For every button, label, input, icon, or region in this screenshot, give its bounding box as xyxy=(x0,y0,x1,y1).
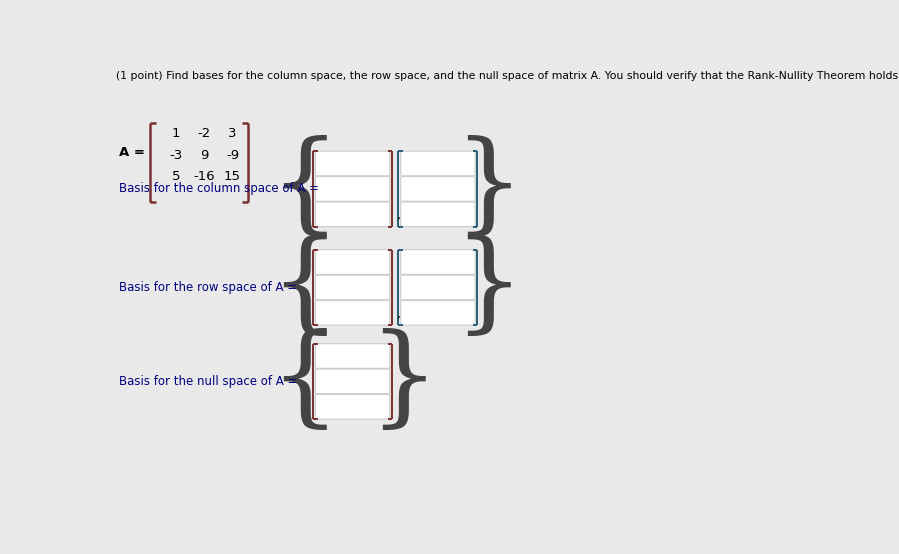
FancyBboxPatch shape xyxy=(316,343,390,368)
Text: -16: -16 xyxy=(193,170,215,183)
FancyBboxPatch shape xyxy=(401,177,475,201)
FancyBboxPatch shape xyxy=(316,394,390,419)
Text: ,: , xyxy=(396,209,401,222)
Text: }: } xyxy=(453,234,523,341)
Text: 15: 15 xyxy=(224,170,241,183)
Text: Basis for the column space of A =: Basis for the column space of A = xyxy=(119,182,318,196)
FancyBboxPatch shape xyxy=(401,301,475,325)
Text: {: { xyxy=(270,135,340,243)
Text: ,: , xyxy=(396,307,401,321)
Text: Basis for the row space of A =: Basis for the row space of A = xyxy=(119,281,297,294)
FancyBboxPatch shape xyxy=(401,275,475,300)
Text: -9: -9 xyxy=(226,148,239,162)
Text: Basis for the null space of A =: Basis for the null space of A = xyxy=(119,375,297,388)
FancyBboxPatch shape xyxy=(316,301,390,325)
FancyBboxPatch shape xyxy=(316,369,390,394)
FancyBboxPatch shape xyxy=(316,275,390,300)
Text: 9: 9 xyxy=(200,148,208,162)
FancyBboxPatch shape xyxy=(316,177,390,201)
Text: 1: 1 xyxy=(172,127,180,140)
FancyBboxPatch shape xyxy=(401,202,475,227)
Text: -3: -3 xyxy=(169,148,182,162)
Text: 3: 3 xyxy=(228,127,236,140)
Text: {: { xyxy=(270,234,340,341)
FancyBboxPatch shape xyxy=(401,151,475,176)
Text: {: { xyxy=(270,328,340,435)
FancyBboxPatch shape xyxy=(316,151,390,176)
Text: }: } xyxy=(453,135,523,243)
Text: }: } xyxy=(368,328,439,435)
FancyBboxPatch shape xyxy=(316,250,390,274)
Text: 5: 5 xyxy=(172,170,180,183)
Text: A =: A = xyxy=(119,146,145,159)
FancyBboxPatch shape xyxy=(401,250,475,274)
Text: -2: -2 xyxy=(197,127,210,140)
Text: (1 point) Find bases for the column space, the row space, and the null space of : (1 point) Find bases for the column spac… xyxy=(116,71,899,81)
FancyBboxPatch shape xyxy=(316,202,390,227)
